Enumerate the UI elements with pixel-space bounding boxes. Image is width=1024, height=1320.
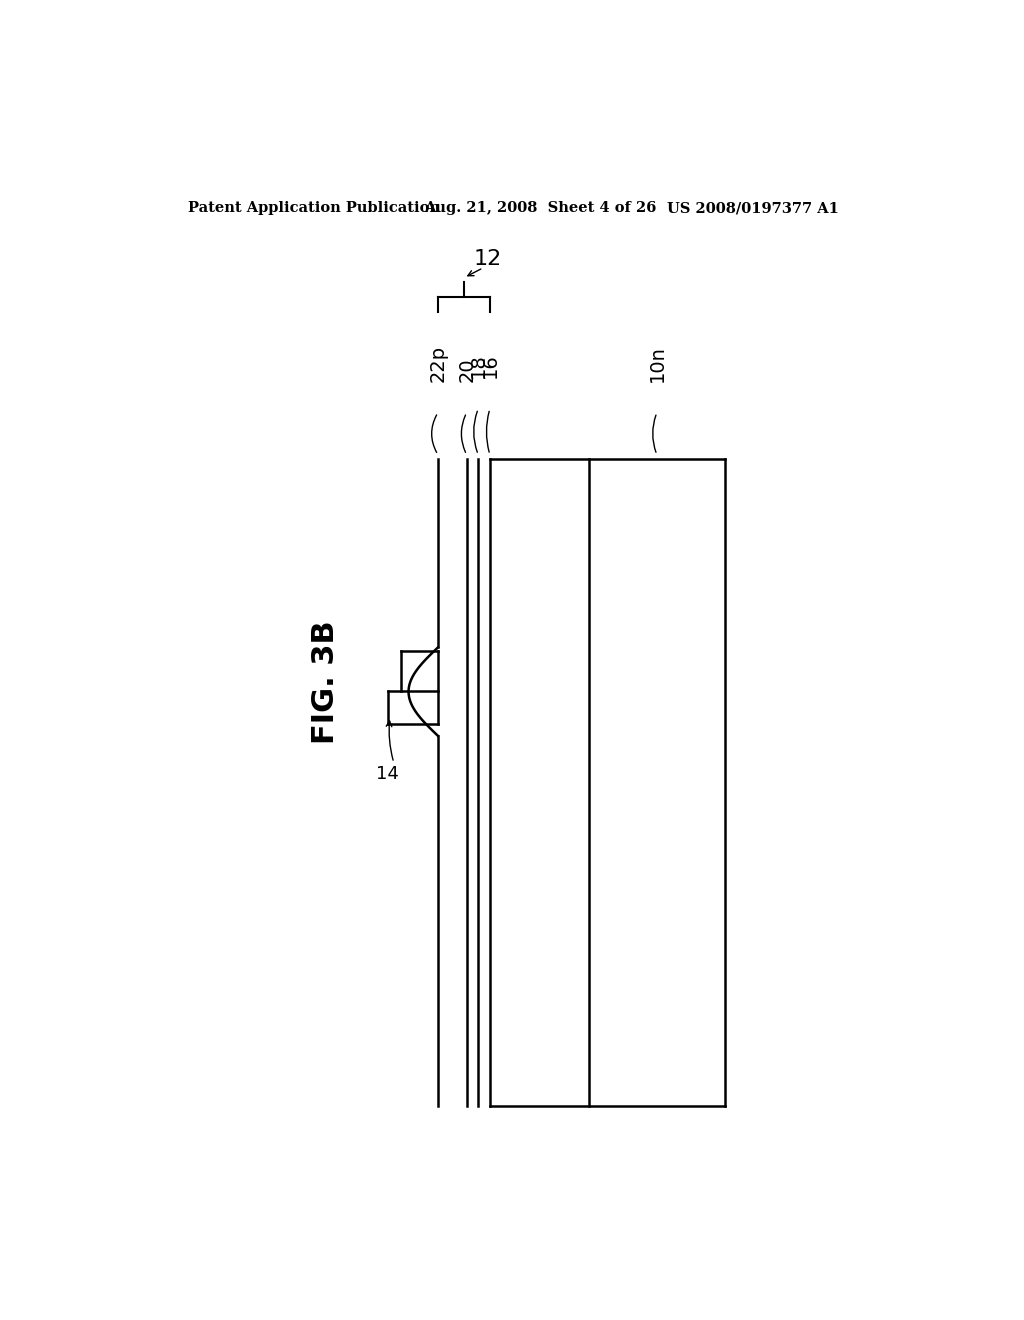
Text: 18: 18 (469, 354, 487, 378)
Text: FIG. 3B: FIG. 3B (311, 620, 340, 743)
Text: 20: 20 (457, 358, 476, 381)
Text: Patent Application Publication: Patent Application Publication (188, 202, 440, 215)
Text: 10n: 10n (647, 345, 667, 381)
Text: 12: 12 (473, 248, 502, 268)
Text: Aug. 21, 2008  Sheet 4 of 26: Aug. 21, 2008 Sheet 4 of 26 (424, 202, 656, 215)
Text: 22p: 22p (428, 345, 447, 381)
Text: 16: 16 (480, 354, 500, 378)
Text: 14: 14 (376, 766, 399, 783)
Text: US 2008/0197377 A1: US 2008/0197377 A1 (667, 202, 839, 215)
